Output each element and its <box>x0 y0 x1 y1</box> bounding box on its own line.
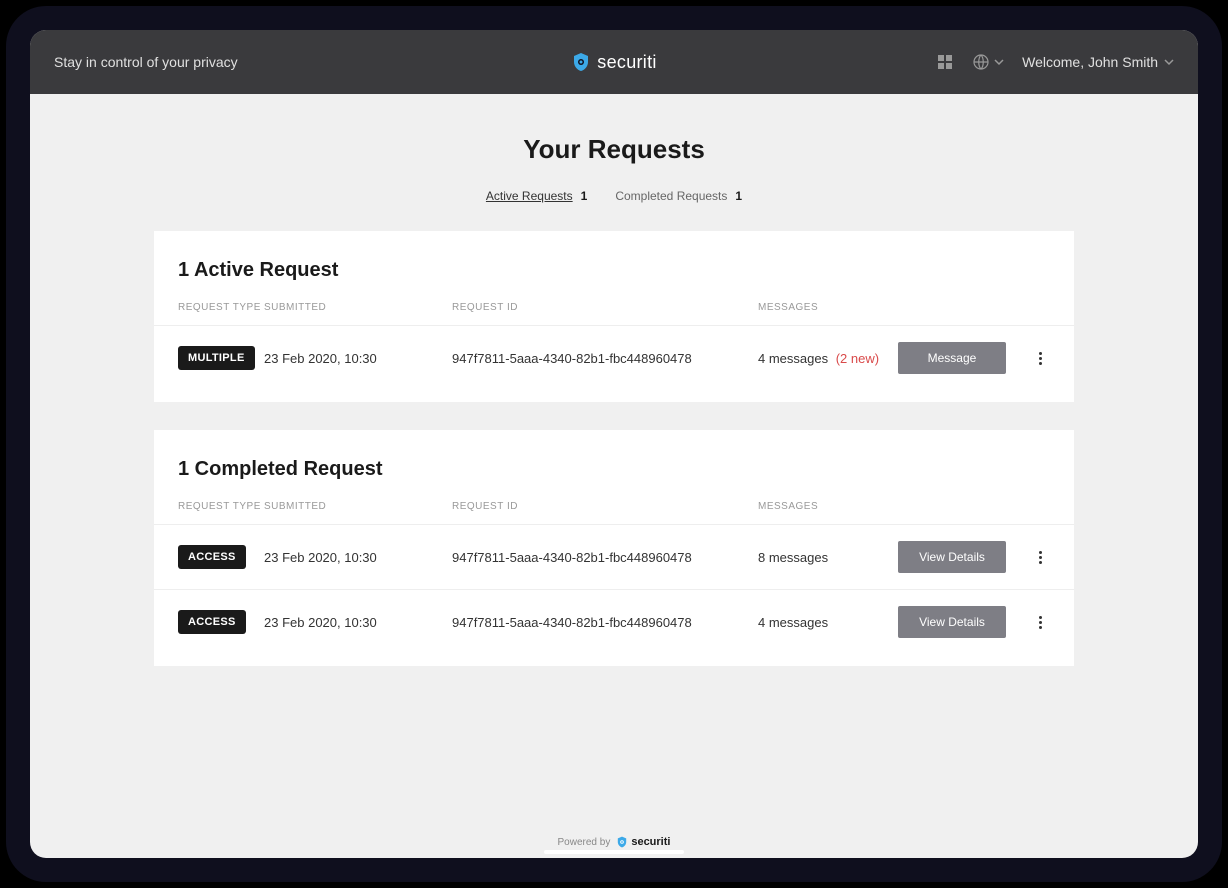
user-menu[interactable]: Welcome, John Smith <box>1022 54 1174 70</box>
cell-type: MULTIPLE <box>178 346 264 370</box>
securiti-logo-icon <box>616 836 628 848</box>
message-count: 4 messages <box>758 351 828 366</box>
col-header-messages: MESSAGES <box>758 501 898 512</box>
message-button[interactable]: Message <box>898 342 1006 374</box>
header-right: Welcome, John Smith <box>657 53 1174 71</box>
cell-request-id: 947f7811-5aaa-4340-82b1-fbc448960478 <box>452 351 758 366</box>
cell-action: View Details <box>898 541 1016 573</box>
powered-by-label: Powered by <box>558 837 611 848</box>
tab-completed-requests[interactable]: Completed Requests 1 <box>615 189 742 203</box>
language-selector[interactable] <box>972 53 1004 71</box>
footer-brand-name: securiti <box>631 836 670 848</box>
main-content: Your Requests Active Requests 1 Complete… <box>30 94 1198 666</box>
view-details-button[interactable]: View Details <box>898 541 1006 573</box>
active-requests-card: 1 Active Request REQUEST TYPE SUBMITTED … <box>154 231 1074 402</box>
welcome-text: Welcome, John Smith <box>1022 54 1158 70</box>
cell-action: View Details <box>898 606 1016 638</box>
card-title: 1 Active Request <box>154 259 1074 282</box>
screen: Stay in control of your privacy securiti <box>30 30 1198 858</box>
cell-messages: 4 messages (2 new) <box>758 351 898 366</box>
securiti-logo-icon <box>571 52 591 72</box>
cell-type: ACCESS <box>178 545 264 569</box>
tab-label: Active Requests <box>486 189 573 203</box>
tab-count: 1 <box>735 189 742 203</box>
col-header-id: REQUEST ID <box>452 501 758 512</box>
col-header-submitted: SUBMITTED <box>264 501 452 512</box>
tab-label: Completed Requests <box>615 189 727 203</box>
completed-requests-card: 1 Completed Request REQUEST TYPE SUBMITT… <box>154 430 1074 666</box>
cell-request-id: 947f7811-5aaa-4340-82b1-fbc448960478 <box>452 615 758 630</box>
col-header-type: REQUEST TYPE <box>178 501 264 512</box>
more-options-button[interactable] <box>1030 547 1050 567</box>
footer: Powered by securiti <box>30 836 1198 848</box>
footer-brand[interactable]: securiti <box>616 836 670 848</box>
table-header: REQUEST TYPE SUBMITTED REQUEST ID MESSAG… <box>154 302 1074 325</box>
table-row: ACCESS 23 Feb 2020, 10:30 947f7811-5aaa-… <box>154 589 1074 654</box>
tab-count: 1 <box>581 189 588 203</box>
request-tabs: Active Requests 1 Completed Requests 1 <box>30 189 1198 203</box>
chevron-down-icon <box>994 57 1004 67</box>
table-row: MULTIPLE 23 Feb 2020, 10:30 947f7811-5aa… <box>154 325 1074 390</box>
col-header-id: REQUEST ID <box>452 302 758 313</box>
new-message-tag: (2 new) <box>836 351 879 366</box>
page-title: Your Requests <box>30 134 1198 165</box>
tab-active-requests[interactable]: Active Requests 1 <box>486 189 587 203</box>
col-header-type: REQUEST TYPE <box>178 302 264 313</box>
header-tagline: Stay in control of your privacy <box>54 54 571 70</box>
header-bar: Stay in control of your privacy securiti <box>30 30 1198 94</box>
cell-action: Message <box>898 342 1016 374</box>
more-options-button[interactable] <box>1030 612 1050 632</box>
request-type-badge: ACCESS <box>178 545 246 569</box>
home-indicator <box>544 850 684 854</box>
col-header-submitted: SUBMITTED <box>264 302 452 313</box>
brand-logo[interactable]: securiti <box>571 52 656 73</box>
more-options-button[interactable] <box>1030 348 1050 368</box>
request-type-badge: MULTIPLE <box>178 346 255 370</box>
cell-type: ACCESS <box>178 610 264 634</box>
table-row: ACCESS 23 Feb 2020, 10:30 947f7811-5aaa-… <box>154 524 1074 589</box>
apps-grid-icon[interactable] <box>936 53 954 71</box>
brand-name: securiti <box>597 52 656 73</box>
request-type-badge: ACCESS <box>178 610 246 634</box>
cell-submitted: 23 Feb 2020, 10:30 <box>264 615 452 630</box>
col-header-messages: MESSAGES <box>758 302 898 313</box>
cell-submitted: 23 Feb 2020, 10:30 <box>264 550 452 565</box>
cell-messages: 4 messages <box>758 615 898 630</box>
card-title: 1 Completed Request <box>154 458 1074 481</box>
view-details-button[interactable]: View Details <box>898 606 1006 638</box>
globe-icon <box>972 53 990 71</box>
device-frame: Stay in control of your privacy securiti <box>6 6 1222 882</box>
chevron-down-icon <box>1164 57 1174 67</box>
cell-submitted: 23 Feb 2020, 10:30 <box>264 351 452 366</box>
cell-messages: 8 messages <box>758 550 898 565</box>
cell-request-id: 947f7811-5aaa-4340-82b1-fbc448960478 <box>452 550 758 565</box>
table-header: REQUEST TYPE SUBMITTED REQUEST ID MESSAG… <box>154 501 1074 524</box>
